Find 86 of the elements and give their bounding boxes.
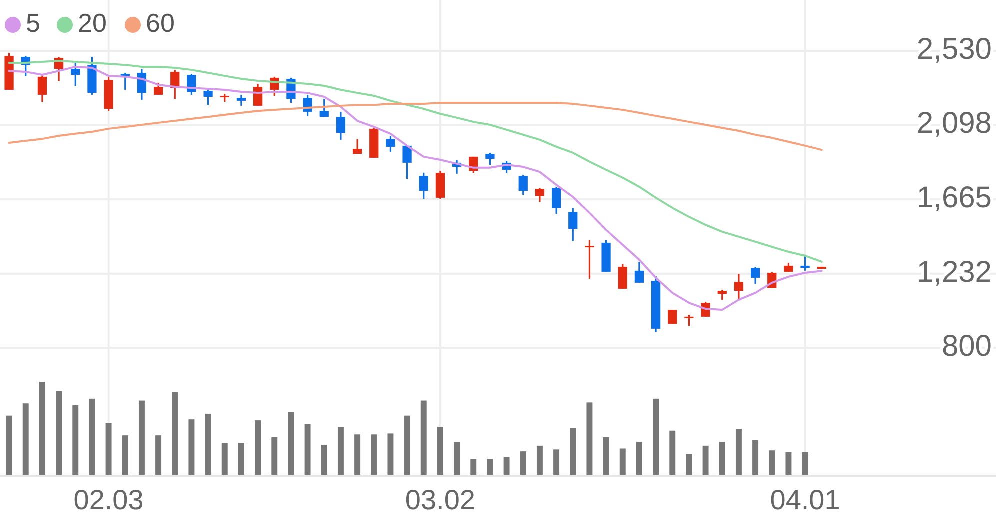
bar [89, 398, 96, 476]
candlestick [336, 111, 346, 141]
y-tick-label: 800 [942, 330, 992, 363]
candlestick [684, 314, 694, 327]
bar [404, 416, 410, 476]
candlestick [204, 87, 213, 106]
bar [238, 443, 244, 476]
bar [420, 400, 427, 476]
candlestick [71, 62, 80, 87]
bar [620, 448, 626, 476]
bar [603, 437, 610, 476]
bar [72, 406, 79, 476]
bar [138, 400, 145, 476]
x-tick-label: 02.03 [74, 484, 144, 516]
bar [702, 446, 709, 476]
candlestick [352, 138, 362, 155]
bar [536, 446, 543, 476]
candlestick [419, 172, 428, 200]
candlestick [750, 266, 760, 285]
bar [156, 436, 162, 476]
candlestick [552, 186, 562, 215]
bar [454, 442, 460, 476]
candlestick [236, 94, 246, 107]
bar [122, 436, 128, 476]
bar [752, 440, 759, 476]
bar [802, 452, 808, 476]
legend-label: 60 [146, 8, 175, 38]
y-tick-label: 1,232 [916, 256, 992, 289]
bar [769, 450, 776, 476]
candlestick [618, 263, 628, 290]
bar [686, 454, 692, 476]
candlestick [585, 239, 594, 280]
candlestick [386, 135, 396, 153]
candlestick [568, 207, 578, 242]
bar [437, 427, 444, 476]
bar [338, 427, 344, 476]
x-tick-label: 03.02 [405, 484, 476, 516]
candlestick [518, 174, 528, 196]
candlestick [38, 74, 48, 103]
candlestick [120, 72, 130, 91]
bar [321, 444, 328, 476]
candlestick [486, 152, 495, 166]
candlestick [800, 254, 810, 272]
bar [504, 457, 510, 476]
bar [470, 459, 477, 476]
bar [288, 412, 294, 476]
bar [786, 452, 792, 476]
bar [188, 420, 195, 476]
legend-label: 5 [26, 8, 40, 38]
bar [255, 420, 262, 476]
candlestick [320, 98, 329, 118]
bar [6, 416, 12, 476]
candlestick [154, 82, 164, 96]
candlestick [734, 273, 744, 301]
bar [388, 434, 394, 476]
bar [22, 404, 29, 476]
bar [653, 398, 660, 476]
bar [736, 429, 742, 476]
bar [56, 391, 62, 476]
bar [272, 437, 278, 476]
x-tick-label: 04.01 [770, 484, 840, 516]
bar [487, 459, 494, 476]
y-tick-label: 2,530 [916, 32, 992, 66]
bar [304, 424, 311, 476]
legend-label: 20 [78, 8, 107, 38]
bar [205, 414, 212, 476]
bar [570, 428, 576, 476]
bar [172, 392, 178, 476]
candlestick [535, 187, 545, 203]
bar [371, 434, 378, 476]
candlestick [402, 144, 412, 180]
bar [106, 423, 112, 476]
bar [222, 443, 228, 476]
y-tick-label: 1,665 [916, 181, 992, 214]
candlestick [718, 289, 727, 301]
bar [636, 442, 642, 476]
bar [520, 452, 526, 476]
bar [554, 450, 560, 476]
bar [354, 434, 361, 476]
bar [670, 430, 676, 476]
candlestick [634, 261, 644, 284]
candlestick [668, 309, 678, 325]
y-tick-label: 2,098 [916, 107, 992, 140]
bar [39, 382, 46, 476]
bar [719, 442, 726, 476]
bar [586, 402, 593, 476]
